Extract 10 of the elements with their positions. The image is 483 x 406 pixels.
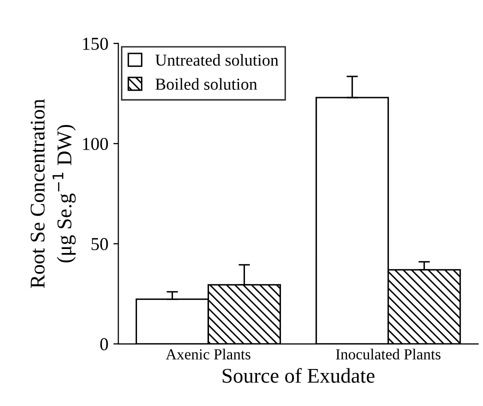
y-tick-label: 0 [100, 338, 108, 350]
legend-label: Untreated solution [155, 54, 278, 66]
y-tick-label: 150 [83, 38, 108, 50]
y-axis-title: Root Se Concentration (μg Se.g$^{−1}$ DW) [30, 99, 76, 288]
y-tick-label: 100 [83, 138, 108, 150]
y-tick-label: 50 [92, 238, 108, 250]
legend-label: Boiled solution [155, 78, 258, 90]
x-tick-label: Inoculated Plants [336, 348, 440, 360]
x-tick-label: Axenic Plants [166, 348, 250, 360]
x-axis-title: Source of Exudate [222, 368, 374, 383]
